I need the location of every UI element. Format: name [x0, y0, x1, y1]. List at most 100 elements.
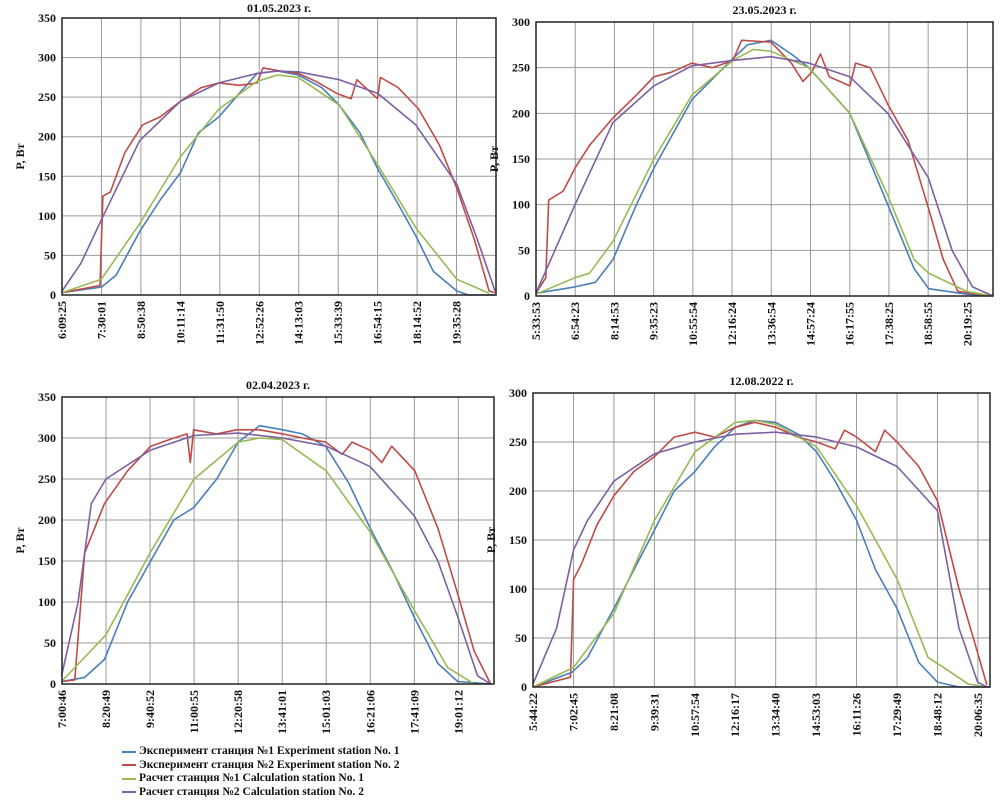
y-tick-label: 150 [509, 533, 527, 547]
x-tick-label: 5:44:22 [526, 693, 540, 731]
x-tick-label: 14:57:24 [804, 302, 818, 346]
x-tick-label: 10:57:54 [688, 693, 702, 737]
x-tick-label: 17:41:09 [407, 690, 421, 734]
y-tick-label: 150 [38, 554, 56, 568]
y-tick-label: 0 [521, 680, 527, 694]
x-tick-label: 6:54:23 [568, 302, 582, 340]
x-tick-label: 16:17:55 [843, 302, 857, 346]
series-line-calc2 [532, 431, 988, 688]
x-tick-label: 11:00:55 [187, 690, 201, 733]
y-tick-label: 150 [38, 169, 56, 183]
x-tick-label: 16:54:15 [371, 301, 385, 345]
series-line-exp1 [61, 424, 491, 685]
y-tick-label: 300 [509, 386, 527, 400]
x-tick-label: 8:21:08 [607, 693, 621, 731]
legend: Эксперимент станция №1 Experiment statio… [122, 745, 400, 799]
x-tick-label: 15:33:39 [331, 301, 345, 345]
series-line-calc1 [61, 74, 490, 295]
y-tick-label: 350 [38, 390, 56, 404]
y-tick-label: 300 [38, 431, 56, 445]
subplot-2: 0 50 100 150 200 250 300 5:33:53 6:54:23 8:14:53 9… [487, 3, 994, 346]
series-line-exp2 [61, 67, 496, 294]
series-line-calc1 [61, 437, 475, 685]
legend-swatch-calc2 [122, 791, 136, 794]
legend-item-calc1: Расчет станция №1 Calculation station No… [122, 772, 400, 786]
y-tick-label: 250 [38, 90, 56, 104]
x-tick-label: 12:20:58 [231, 690, 245, 734]
x-tick-label: 7:00:46 [55, 690, 69, 728]
x-tick-label: 14:13:03 [292, 301, 306, 345]
x-tick-label: 12:16:17 [728, 693, 742, 737]
y-tick-label: 350 [38, 11, 56, 25]
y-tick-label: 100 [38, 209, 56, 223]
series-line-calc2 [535, 55, 994, 297]
y-tick-label: 200 [509, 484, 527, 498]
y-tick-label: 300 [38, 51, 56, 65]
x-tick-label: 18:14:52 [410, 301, 424, 345]
chart-title: 12.08.2022 г. [729, 374, 793, 388]
y-tick-label: 100 [38, 595, 56, 609]
x-tick-label: 8:20:49 [99, 690, 113, 728]
y-tick-label: 200 [38, 130, 56, 144]
series-line-exp1 [532, 419, 990, 688]
legend-label: Расчет станция №2 Calculation station No… [139, 785, 364, 798]
subplot-4: 0 50 100 150 200 250 300 5:44:22 7:02:45 8:21:08 9… [484, 374, 991, 737]
y-tick-label: 250 [509, 435, 527, 449]
series-line-exp2 [61, 428, 492, 685]
series-line-exp1 [535, 39, 994, 297]
x-tick-label: 17:29:49 [890, 693, 904, 737]
y-tick-label: 150 [512, 152, 530, 166]
x-tick-label: 10:55:54 [686, 302, 700, 346]
y-tick-label: 300 [512, 15, 530, 29]
legend-item-exp1: Эксперимент станция №1 Experiment statio… [122, 745, 400, 759]
x-tick-label: 13:36:54 [764, 302, 778, 346]
x-tick-label: 8:14:53 [607, 302, 621, 340]
legend-label: Эксперимент станция №2 Experiment statio… [139, 758, 400, 771]
y-tick-label: 50 [515, 631, 527, 645]
chart-title: 02.04.2023 г. [246, 378, 310, 392]
plot-frame [61, 17, 497, 296]
y-tick-label: 0 [524, 289, 530, 303]
series-line-calc2 [61, 70, 496, 292]
y-tick-label: 50 [518, 243, 530, 257]
series-line-calc1 [532, 419, 988, 688]
x-tick-label: 13:41:01 [275, 690, 289, 734]
x-tick-label: 10:11:14 [173, 301, 187, 344]
x-tick-label: 11:31:50 [213, 301, 227, 344]
x-tick-label: 12:16:24 [725, 302, 739, 346]
legend-swatch-exp2 [122, 764, 136, 767]
x-tick-label: 14:53:03 [809, 693, 823, 737]
legend-swatch-exp1 [122, 750, 136, 753]
x-tick-label: 9:39:31 [647, 693, 661, 731]
y-tick-label: 0 [50, 288, 56, 302]
series-line-exp1 [61, 70, 495, 296]
plot-frame [535, 21, 994, 297]
subplot-1: 0 50 100 150 200 250 300 350 6:09:25 7:30:01 8:50:… [13, 1, 497, 345]
x-tick-label: 16:21:06 [363, 690, 377, 734]
series-line-exp2 [535, 39, 994, 297]
legend-item-exp2: Эксперимент станция №2 Experiment statio… [122, 759, 400, 773]
y-axis-label: P, Вт [13, 143, 27, 169]
x-tick-label: 12:52:26 [252, 301, 266, 345]
subplot-3: 0 50 100 150 200 250 300 350 7:00:46 8:20:49 9:40:… [13, 378, 495, 734]
x-tick-label: 18:48:12 [930, 693, 944, 737]
x-tick-label: 13:34:40 [769, 693, 783, 737]
series-line-calc1 [535, 48, 994, 297]
x-tick-label: 17:38:25 [882, 302, 896, 346]
x-tick-label: 16:11:26 [850, 693, 864, 736]
x-tick-label: 20:06:35 [971, 693, 985, 737]
y-tick-label: 0 [50, 677, 56, 691]
y-tick-label: 50 [44, 636, 56, 650]
x-tick-label: 7:30:01 [94, 301, 108, 339]
x-tick-label: 5:33:53 [529, 302, 543, 340]
x-tick-label: 8:50:38 [134, 301, 148, 339]
chart-title: 01.05.2023 г. [247, 1, 311, 15]
x-tick-label: 18:58:55 [921, 302, 935, 346]
x-tick-label: 19:35:28 [450, 301, 464, 345]
legend-label: Расчет станция №1 Calculation station No… [139, 772, 364, 784]
x-tick-label: 6:09:25 [55, 301, 69, 339]
y-tick-label: 50 [44, 248, 56, 262]
plot-frame [532, 392, 991, 688]
x-tick-label: 9:40:52 [143, 690, 157, 728]
